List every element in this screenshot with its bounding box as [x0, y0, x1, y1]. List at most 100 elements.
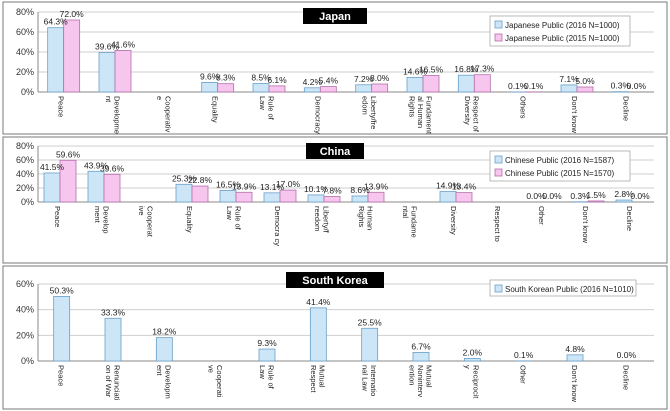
x-tick-label-line: Rule of [266, 96, 275, 121]
bar [87, 170, 105, 203]
data-label: 0.1% [514, 350, 534, 360]
data-label: 25.3% [172, 173, 197, 183]
data-label: 0.0% [526, 191, 546, 201]
x-tick-label-line: Equality [211, 96, 220, 123]
y-tick-label: 20% [16, 67, 34, 77]
x-tick-label: Don't know [570, 96, 579, 133]
x-tick-label-line: al Human [416, 96, 425, 128]
bar [309, 307, 327, 362]
data-label: 25.5% [358, 317, 383, 327]
data-label: 59.6% [56, 149, 81, 159]
bar [268, 85, 286, 93]
y-tick-label: 0% [21, 197, 34, 207]
data-label: 9.3% [257, 338, 277, 348]
bar [307, 194, 325, 203]
data-label: 41.4% [306, 297, 331, 307]
x-tick-label-line: Diversity [449, 206, 458, 235]
data-label: 72.0% [60, 9, 85, 19]
legend-swatch [494, 20, 503, 29]
x-tick-label-line: Fundament [425, 96, 434, 135]
bar [114, 50, 132, 93]
x-tick-label-line: Diversity [463, 96, 472, 125]
title-box [286, 272, 384, 288]
x-tick-label-line: Rule of [266, 365, 275, 390]
x-tick-label-line: ment [93, 206, 102, 224]
data-label: 4.8% [565, 344, 585, 354]
x-tick-label-line: Reciprocit [472, 365, 481, 399]
y-tick-label: 40% [16, 305, 34, 315]
x-tick-label-line: Law [258, 96, 267, 110]
data-label: 13.9% [232, 181, 257, 191]
data-label: 41.5% [40, 162, 65, 172]
x-tick-label-line: on of War [104, 365, 113, 398]
y-tick-label: 60% [16, 155, 34, 165]
bar [412, 352, 430, 362]
x-tick-label: Peace [53, 206, 62, 227]
legend-swatch [494, 33, 503, 42]
bar [155, 337, 173, 362]
x-tick-label-line: Other [537, 206, 546, 225]
bar [219, 190, 237, 203]
x-tick-label-line: Don't know [570, 96, 579, 133]
bar [303, 87, 321, 93]
data-label: 0.0% [630, 191, 650, 201]
bar [235, 191, 253, 203]
y-tick-label: 0% [21, 356, 34, 366]
bar [361, 327, 379, 362]
y-tick-label: 60% [16, 27, 34, 37]
data-label: 7.2% [354, 74, 374, 84]
x-tick-label: Peace [57, 96, 66, 117]
x-tick-label-line: Democracy [313, 96, 322, 134]
x-tick-label-line: Noninterv [416, 365, 425, 397]
legend-label: Japanese Public (2016 N=1000) [505, 21, 620, 30]
bar [263, 192, 281, 203]
x-tick-label-line: Mutual [318, 365, 327, 388]
x-tick-label-line: ent [155, 365, 164, 376]
x-tick-label-line: Others [519, 96, 528, 119]
x-tick-label-line: Decline [621, 96, 630, 121]
y-tick-label: 0% [21, 87, 34, 97]
x-tick-label: Peace [57, 365, 66, 386]
data-label: 0.3% [570, 191, 590, 201]
x-tick-label: Decline [621, 96, 630, 121]
x-tick-label: Decline [625, 206, 634, 231]
x-tick-label-line: Peace [53, 206, 62, 227]
x-tick-label: Don't know [570, 365, 579, 402]
x-tick-label-line: Cooperat [145, 206, 154, 238]
bar [457, 74, 475, 93]
data-label: 9.6% [200, 71, 220, 81]
x-tick-label-line: Decline [621, 365, 630, 390]
data-label: 0.3% [611, 81, 631, 91]
chart-panel-china: 0% 20% 40% 60% 80% 41.5% 59.6% Peace 43.9%39.6% D… [2, 136, 668, 264]
data-label: 16.8% [454, 64, 479, 74]
legend-label: Chinese Public (2016 N=1587) [505, 156, 615, 165]
x-tick-label: Don't know [581, 206, 590, 243]
x-tick-label: Others [519, 96, 528, 119]
x-tick-label: Respect to [493, 206, 502, 242]
bar [53, 296, 71, 362]
data-label: 64.3% [44, 17, 69, 27]
x-tick-label-line: nal Law [360, 365, 369, 391]
x-tick-label: Democra cy [273, 206, 282, 246]
legend-swatch [494, 284, 503, 293]
data-label: 18.2% [152, 327, 177, 337]
data-label: 4.2% [303, 77, 323, 87]
legend: South Korean Public (2016 N=1010) [489, 279, 637, 297]
y-tick-label: 40% [16, 47, 34, 57]
bar [258, 348, 276, 362]
x-tick-label-line: Liberty/f [321, 206, 330, 234]
legend-label: Chinese Public (2015 N=1570) [505, 169, 615, 178]
data-label: 17.0% [276, 179, 301, 189]
y-tick-label: 80% [16, 7, 34, 17]
y-tick-label: 60% [16, 279, 34, 289]
x-tick-label-line: Human [365, 206, 374, 230]
x-tick-label-line: Peace [57, 96, 66, 117]
